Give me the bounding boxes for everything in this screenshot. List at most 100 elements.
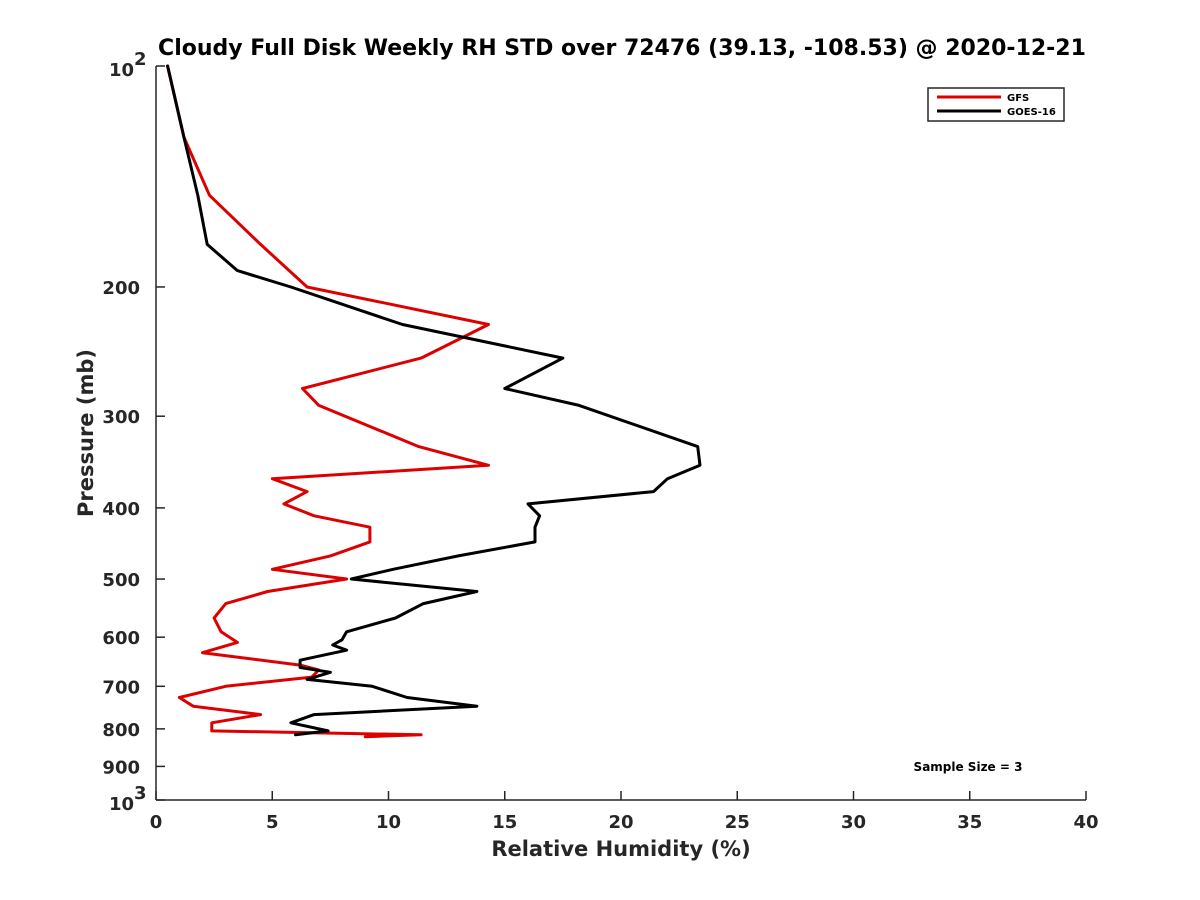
x-tick-label: 5 [266, 812, 279, 833]
data-point-goes-16 [340, 638, 344, 641]
data-point-goes-16 [294, 733, 297, 736]
data-point-goes-16 [666, 477, 669, 480]
data-point-gfs [219, 630, 223, 633]
x-tick-label: 15 [492, 812, 517, 833]
data-point-goes-16 [236, 269, 239, 272]
data-point-gfs [212, 616, 216, 620]
data-point-goes-16 [391, 568, 395, 571]
data-point-goes-16 [475, 705, 479, 708]
data-point-gfs [305, 490, 309, 493]
data-point-gfs [312, 514, 316, 517]
data-point-goes-16 [422, 602, 425, 605]
data-point-goes-16 [533, 540, 537, 544]
x-tick-label: 30 [841, 812, 866, 833]
data-point-goes-16 [182, 135, 186, 139]
legend-label-gfs: GFS [1007, 93, 1029, 104]
data-point-gfs [417, 445, 420, 448]
y-tick-label: 10 [109, 60, 134, 81]
data-point-gfs [224, 602, 227, 605]
data-point-gfs [282, 502, 286, 506]
y-tick-exponent: 2 [134, 49, 147, 70]
data-point-goes-16 [561, 356, 565, 360]
legend-label-goes-16: GOES-16 [1007, 107, 1056, 118]
y-tick-label: 200 [102, 278, 140, 299]
data-point-goes-16 [538, 514, 541, 517]
data-point-goes-16 [345, 630, 348, 633]
x-tick-label: 25 [725, 812, 750, 833]
x-tick-label: 0 [150, 812, 163, 833]
data-point-goes-16 [405, 696, 409, 699]
data-point-gfs [329, 554, 332, 558]
plot-area: 0 5 10 15 20 25 30 35 40102200300400500600700800… [102, 49, 1098, 833]
data-point-goes-16 [331, 643, 334, 647]
data-point-gfs [192, 705, 195, 708]
data-point-goes-16 [312, 713, 316, 716]
data-point-goes-16 [166, 64, 169, 68]
series-line-gfs [166, 64, 490, 739]
series-line-goes-16 [166, 64, 702, 737]
data-point-goes-16 [289, 285, 293, 289]
data-point-gfs [208, 194, 211, 197]
data-point-goes-16 [289, 721, 293, 724]
data-point-goes-16 [526, 502, 530, 506]
data-point-gfs [236, 641, 239, 644]
data-point-gfs [210, 729, 213, 733]
data-point-goes-16 [401, 323, 404, 326]
data-point-goes-16 [503, 387, 506, 390]
data-point-goes-16 [326, 729, 330, 733]
y-tick-label: 400 [102, 499, 140, 520]
data-point-gfs [317, 404, 320, 407]
data-point-gfs [259, 243, 262, 246]
data-point-goes-16 [350, 577, 353, 581]
data-point-gfs [201, 651, 204, 654]
data-point-goes-16 [298, 666, 302, 669]
x-tick-label: 35 [957, 812, 982, 833]
y-tick-label: 600 [102, 628, 140, 649]
data-point-goes-16 [696, 445, 699, 448]
data-point-goes-16 [298, 659, 302, 662]
data-point-goes-16 [206, 243, 209, 246]
x-tick-label: 20 [608, 812, 633, 833]
data-point-gfs [305, 285, 309, 289]
data-point-gfs [259, 713, 262, 716]
data-point-gfs [487, 464, 490, 467]
data-point-goes-16 [345, 649, 348, 652]
data-point-gfs [210, 721, 213, 724]
y-axis-label: Pressure (mb) [74, 349, 98, 517]
data-point-gfs [224, 685, 227, 688]
chart-title: Cloudy Full Disk Weekly RH STD over 7247… [158, 36, 1086, 61]
data-point-gfs [364, 735, 367, 738]
data-point-gfs [271, 477, 274, 480]
data-point-gfs [487, 323, 490, 326]
y-tick-label: 300 [102, 407, 140, 428]
data-point-goes-16 [698, 464, 702, 467]
x-axis-label: Relative Humidity (%) [491, 837, 750, 861]
data-point-goes-16 [577, 404, 581, 407]
data-point-goes-16 [394, 616, 397, 620]
data-point-goes-16 [457, 554, 460, 558]
y-tick-label: 900 [102, 757, 140, 778]
data-point-goes-16 [329, 671, 332, 674]
x-tick-label: 40 [1073, 812, 1098, 833]
x-tick-label: 10 [376, 812, 401, 833]
data-point-gfs [301, 387, 304, 390]
sample-size-annotation: Sample Size = 3 [914, 760, 1023, 774]
y-tick-label: 500 [102, 570, 140, 591]
data-point-goes-16 [652, 490, 655, 493]
data-point-gfs [178, 696, 181, 699]
data-point-goes-16 [305, 678, 309, 681]
data-point-gfs [266, 590, 269, 593]
y-tick-label: 800 [102, 720, 140, 741]
data-point-goes-16 [196, 194, 199, 197]
data-point-gfs [345, 577, 348, 581]
data-point-gfs [419, 733, 423, 736]
y-tick-exponent: 3 [134, 783, 147, 804]
data-point-gfs [271, 568, 274, 571]
data-point-goes-16 [371, 685, 374, 688]
y-tick-label: 700 [102, 677, 140, 698]
legend-box [927, 87, 1065, 122]
y-tick-label: 10 [109, 794, 134, 815]
data-point-gfs [368, 540, 372, 544]
data-point-goes-16 [475, 590, 479, 593]
